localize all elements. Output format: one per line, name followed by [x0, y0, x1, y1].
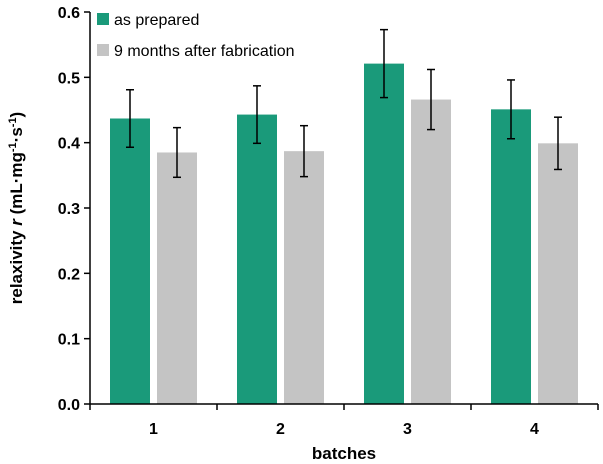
y-tick-label: 0.1	[58, 332, 80, 349]
legend-swatch-as-prepared	[97, 13, 109, 25]
y-axis-title-main: relaxivity	[7, 226, 26, 304]
y-axis-title-sup1: -1	[7, 142, 19, 152]
plot-area	[110, 28, 578, 405]
y-axis-title-mid: ·s	[7, 127, 26, 142]
x-ticks: 1 2 3 4	[89, 404, 599, 438]
y-tick-label: 0.3	[58, 201, 80, 218]
y-tick-label: 0.6	[58, 5, 80, 22]
bar-9-months-batch-3	[411, 99, 451, 405]
legend-label-9-months: 9 months after fabrication	[114, 43, 295, 60]
bar-as-prepared-batch-4	[491, 109, 531, 404]
x-tick-label: 4	[530, 421, 539, 438]
y-ticks: 0.0 0.1 0.2 0.3 0.4 0.5 0.6	[58, 5, 90, 414]
x-tick-label: 1	[149, 421, 158, 438]
legend-label-as-prepared: as prepared	[114, 12, 199, 29]
legend: as prepared 9 months after fabrication	[97, 12, 295, 60]
bar-as-prepared-batch-2	[237, 114, 277, 404]
bar-as-prepared-batch-3	[364, 63, 404, 404]
y-axis-title: relaxivity r (mL·mg-1·s-1)	[7, 112, 26, 304]
x-tick-label: 2	[276, 421, 285, 438]
y-tick-label: 0.2	[58, 266, 80, 283]
y-axis-title-var: r	[7, 218, 26, 226]
bar-9-months-batch-2	[284, 151, 324, 404]
bar-9-months-batch-4	[538, 143, 578, 404]
y-axis-title-close: )	[7, 112, 26, 118]
legend-swatch-9-months	[97, 44, 109, 56]
y-axis-title-open: (mL·mg	[7, 152, 26, 219]
bar-9-months-batch-1	[157, 152, 197, 404]
x-tick-label: 3	[403, 421, 412, 438]
x-axis-title: batches	[312, 444, 376, 463]
y-tick-label: 0.0	[58, 397, 80, 414]
bar-as-prepared-batch-1	[110, 118, 150, 404]
y-tick-label: 0.5	[58, 70, 80, 87]
y-tick-label: 0.4	[58, 136, 80, 153]
y-axis-title-sup2: -1	[7, 117, 19, 127]
